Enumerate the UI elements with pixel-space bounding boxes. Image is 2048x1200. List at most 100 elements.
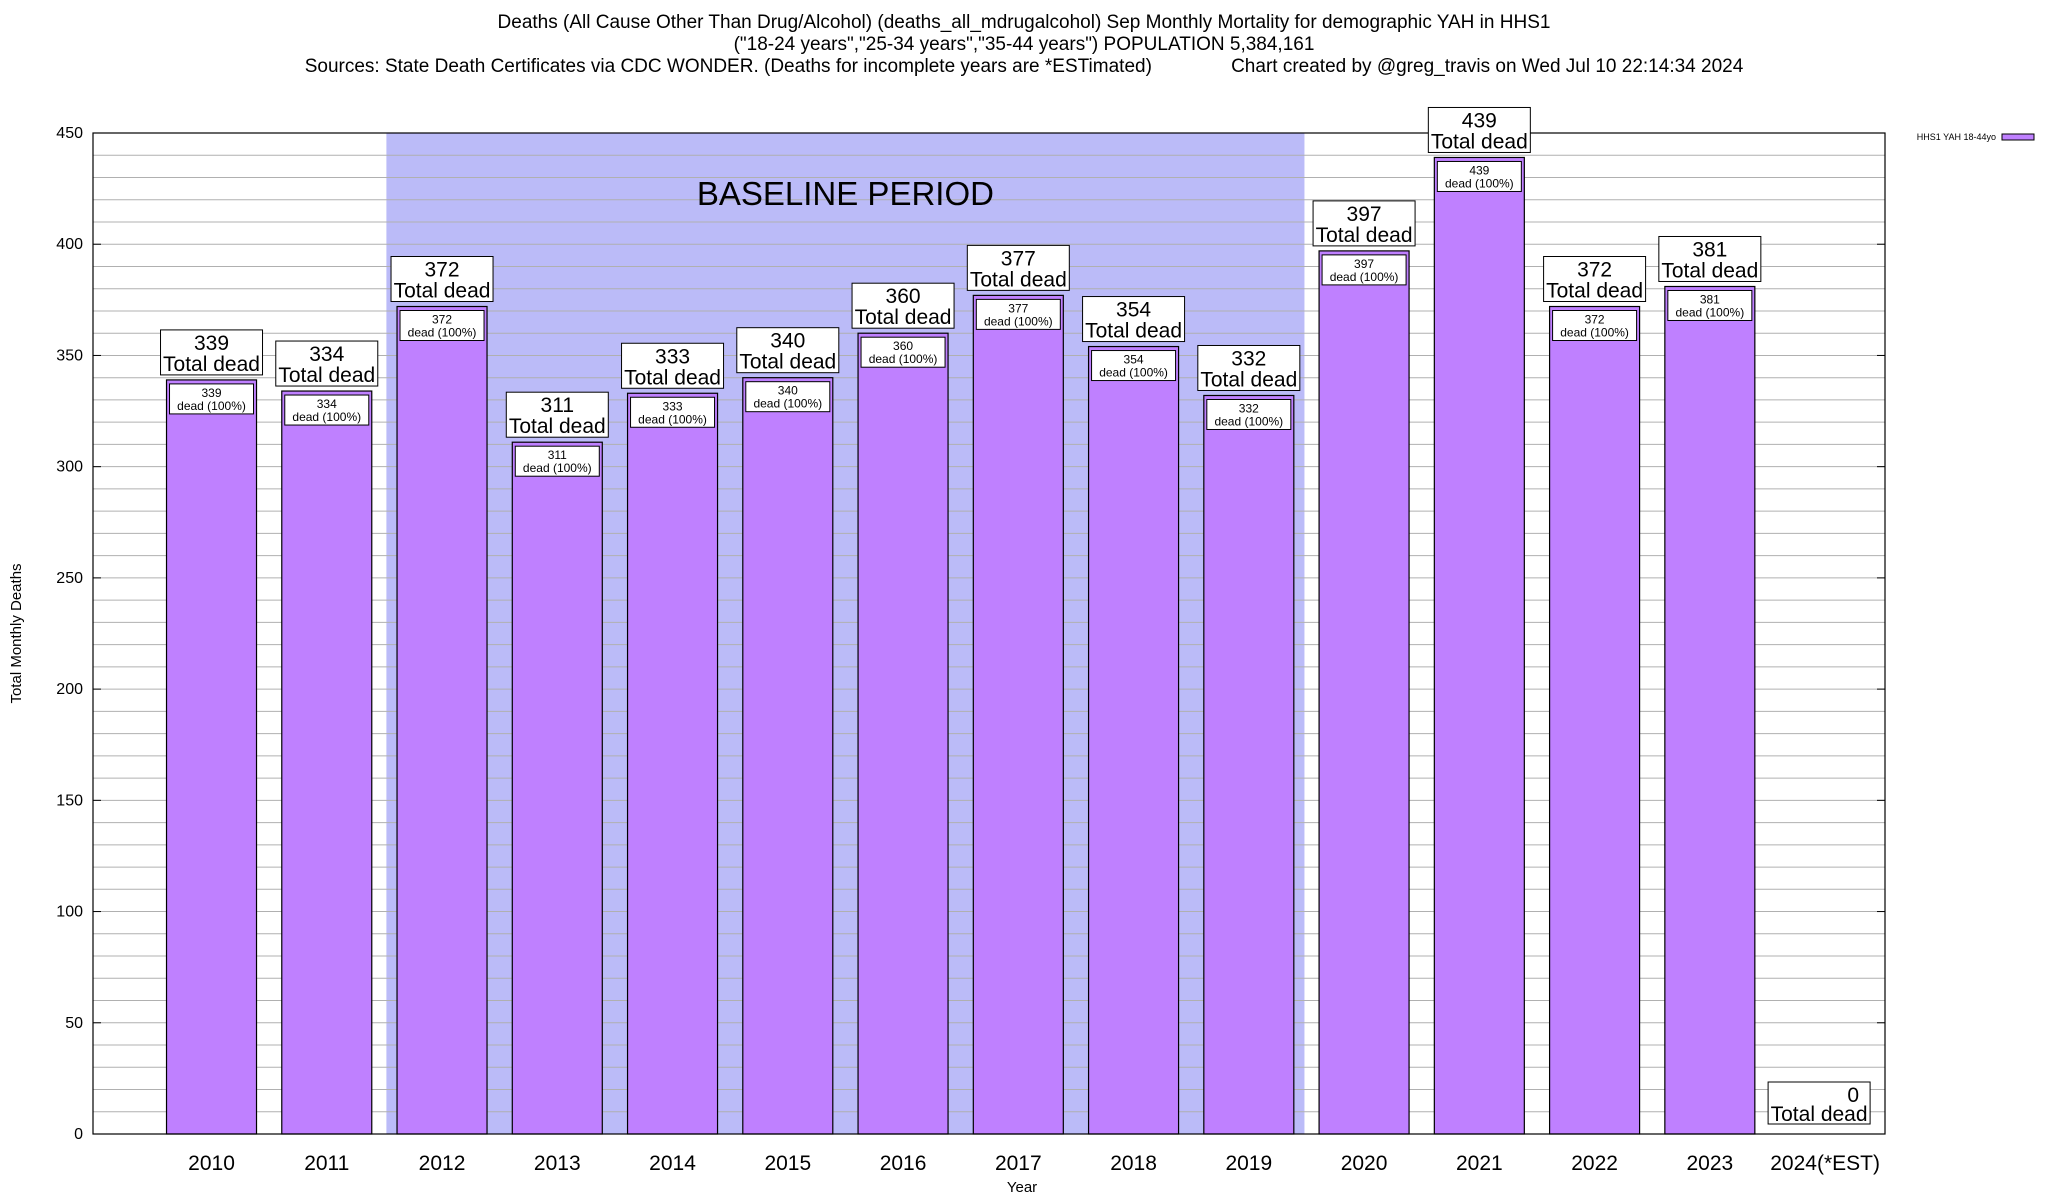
bar-percent-label: dead (100%) [177, 399, 246, 413]
total-value-label: 333 [655, 345, 690, 368]
total-value-label: 0 [1847, 1084, 1859, 1107]
bar-value-box [1091, 350, 1177, 382]
x-tick-label: 2010 [188, 1152, 235, 1175]
bar [742, 377, 834, 1135]
total-dead-label: Total dead [394, 280, 491, 303]
bar [281, 390, 373, 1135]
total-dead-label: Total dead [163, 353, 260, 376]
total-dead-label: Total dead [624, 366, 721, 389]
total-label-box [1197, 344, 1301, 391]
bar-value-label: 340 [778, 384, 798, 398]
total-label-box [966, 244, 1070, 291]
y-tick-label: 400 [56, 236, 83, 253]
bar-value-box [1552, 310, 1638, 342]
total-value-label: 354 [1116, 299, 1151, 322]
bar-value-box [1321, 254, 1407, 286]
baseline-period-label: BASELINE PERIOD [697, 175, 994, 212]
x-tick-label: 2020 [1341, 1152, 1388, 1175]
total-dead-label: Total dead [1546, 280, 1643, 303]
x-tick-label: 2022 [1571, 1152, 1618, 1175]
y-axis-title: Total Monthly Deaths [8, 563, 25, 703]
bar [1664, 285, 1756, 1135]
bar-value-box [284, 394, 370, 426]
total-value-label: 377 [1001, 247, 1036, 270]
bar-percent-label: dead (100%) [1099, 366, 1168, 380]
bar-value-label: 377 [1008, 301, 1028, 315]
x-tick-label: 2013 [534, 1152, 581, 1175]
y-tick-label: 350 [56, 347, 83, 364]
x-tick-label: 2015 [764, 1152, 811, 1175]
bar [1433, 156, 1525, 1135]
y-tick-label: 200 [56, 681, 83, 698]
total-value-label: 340 [770, 330, 805, 353]
bar-value-box [860, 336, 946, 368]
x-tick-label: 2017 [995, 1152, 1042, 1175]
x-tick-label: 2024(*EST) [1770, 1152, 1880, 1175]
chart-title: Deaths (All Cause Other Than Drug/Alcoho… [497, 12, 1551, 33]
bar-percent-label: dead (100%) [1445, 176, 1514, 190]
total-dead-label: Total dead [1085, 320, 1182, 343]
plot-frame [92, 132, 1886, 1135]
total-dead-label: Total dead [970, 268, 1067, 291]
bar-value-box [1436, 160, 1522, 192]
chart-source-line: Sources: State Death Certificates via CD… [304, 56, 1744, 77]
total-dead-label: Total dead [739, 351, 836, 374]
total-label-box [1658, 235, 1762, 282]
total-dead-label: Total dead [509, 415, 606, 438]
bar-value-label: 334 [317, 397, 337, 411]
total-value-label: 334 [309, 343, 344, 366]
bar-percent-label: dead (100%) [1560, 326, 1629, 340]
bar-value-label: 311 [548, 448, 567, 462]
total-label-box [160, 329, 264, 376]
total-label-box [621, 342, 725, 389]
x-tick-label: 2014 [649, 1152, 696, 1175]
bar [165, 379, 258, 1135]
bar-value-label: 381 [1700, 292, 1720, 306]
bar-value-box [1206, 398, 1292, 430]
bar-percent-label: dead (100%) [523, 461, 592, 475]
bar-value-box [399, 310, 485, 342]
total-label-box [1082, 296, 1186, 343]
total-label-box [1312, 200, 1416, 247]
total-label-box [275, 340, 379, 387]
y-tick-label: 100 [56, 904, 83, 921]
bar-value-label: 372 [432, 313, 452, 327]
total-dead-label: Total dead [1661, 259, 1758, 282]
total-dead-label: Total dead [1431, 130, 1528, 153]
total-label-box [505, 391, 609, 438]
total-label-box [736, 327, 840, 374]
total-value-label: 372 [1577, 259, 1612, 282]
total-value-label: 311 [541, 394, 574, 417]
bar [1318, 250, 1410, 1135]
bar [396, 305, 488, 1135]
total-value-label: 360 [886, 285, 921, 308]
bar [626, 392, 719, 1135]
bar [1548, 305, 1641, 1135]
bar-value-box [169, 383, 255, 415]
legend: HHS1 YAH 18-44yo [1917, 132, 2035, 142]
bar-value-label: 360 [893, 339, 913, 353]
bar-percent-label: dead (100%) [869, 352, 938, 366]
bar-value-label: 354 [1124, 353, 1144, 367]
bar-value-box [745, 381, 831, 413]
y-tick-label: 50 [65, 1015, 83, 1032]
x-tick-label: 2019 [1225, 1152, 1272, 1175]
x-axis-title: Year [1007, 1179, 1037, 1196]
x-tick-label: 2011 [304, 1152, 349, 1175]
y-tick-label: 150 [56, 792, 83, 809]
bar-value-box [514, 445, 600, 477]
bar [1087, 345, 1180, 1135]
bar-value-box [1667, 289, 1753, 321]
total-value-label: 339 [194, 332, 229, 355]
bar [511, 441, 603, 1135]
total-label-box [1427, 106, 1531, 153]
x-tick-label: 2018 [1110, 1152, 1157, 1175]
bar-percent-label: dead (100%) [1330, 270, 1399, 284]
bar-value-label: 439 [1469, 163, 1489, 177]
x-tick-label: 2023 [1686, 1152, 1733, 1175]
total-value-label: 372 [425, 259, 460, 282]
bar-percent-label: dead (100%) [292, 410, 361, 424]
total-dead-label: Total dead [1316, 224, 1413, 247]
x-tick-label: 2016 [880, 1152, 927, 1175]
